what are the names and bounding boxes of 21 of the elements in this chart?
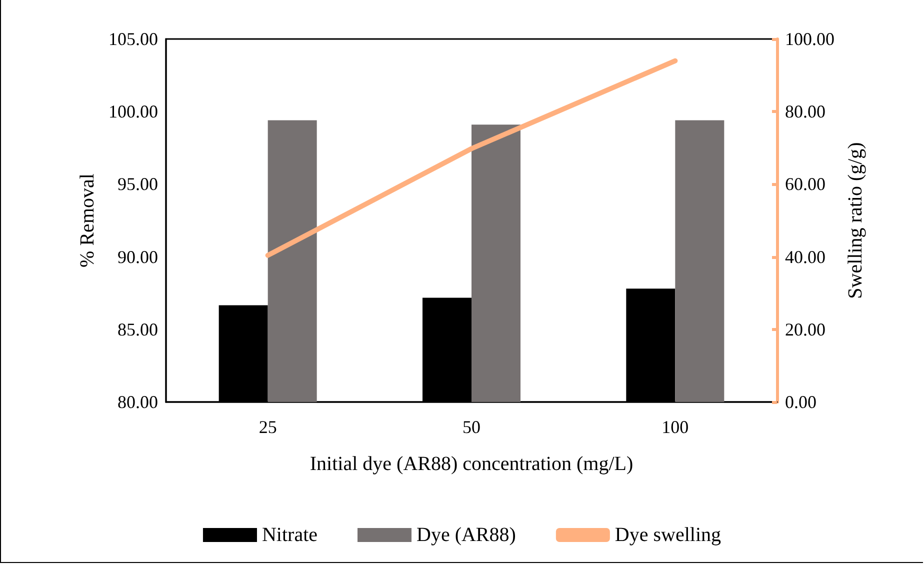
y-tick-label: 80.00 xyxy=(118,392,158,412)
y2-tick-label: 80.00 xyxy=(785,102,826,122)
y2-tick-label: 100.00 xyxy=(785,29,834,49)
y-tick-label: 85.00 xyxy=(118,319,158,340)
legend-label: Dye swelling xyxy=(614,524,722,546)
y-tick-label: 95.00 xyxy=(118,174,158,194)
y-tick-label: 100.00 xyxy=(108,102,158,122)
x-tick-label: 25 xyxy=(258,417,277,437)
legend-label: Nitrate xyxy=(262,524,318,546)
legend-label: Dye (AR88) xyxy=(416,524,516,546)
x-tick-label: 50 xyxy=(462,417,480,437)
y2-tick-label: 40.00 xyxy=(785,246,826,267)
y-tick-label: 90.00 xyxy=(118,246,158,267)
y2-tick-label: 60.00 xyxy=(785,174,826,194)
x-axis-title: Initial dye (AR88) concentration (mg/L) xyxy=(310,453,634,475)
x-tick-label: 100 xyxy=(662,417,689,437)
y2-tick-label: 0.00 xyxy=(785,392,816,412)
y-tick-label: 105.00 xyxy=(108,29,158,49)
y-axis-title: % Removal xyxy=(76,173,99,268)
y2-tick-label: 20.00 xyxy=(785,319,826,340)
y2-axis-title: Swelling ratio (g/g) xyxy=(844,142,866,299)
